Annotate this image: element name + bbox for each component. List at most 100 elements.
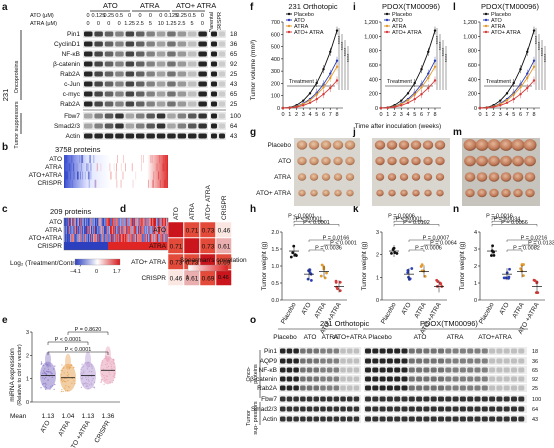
blot-band bbox=[177, 41, 187, 47]
blot-band bbox=[467, 396, 474, 402]
atra-dose-value: 10 bbox=[158, 21, 164, 27]
weight-point bbox=[492, 253, 496, 257]
blot-band bbox=[177, 91, 187, 97]
blot-band bbox=[326, 406, 333, 412]
suppressors-label: Tumor suppressors bbox=[14, 101, 20, 148]
blot-band bbox=[177, 51, 187, 57]
blot-band bbox=[452, 385, 459, 391]
weight-point bbox=[390, 252, 393, 255]
blot-band bbox=[365, 358, 371, 364]
blot-band bbox=[416, 406, 423, 412]
growth-legend: ATO+ ATRA bbox=[392, 30, 422, 36]
matrix-cell bbox=[183, 221, 200, 238]
growth-legend: ATO bbox=[392, 18, 404, 24]
panel-e: miRNA expression (Relative to ctrl or ve… bbox=[9, 327, 120, 448]
blot-kda: 43 bbox=[230, 81, 238, 88]
blot-band bbox=[177, 61, 187, 67]
blot-band bbox=[300, 396, 306, 402]
panel-c-row-ato: ATO bbox=[49, 219, 62, 226]
blot-band bbox=[136, 71, 145, 77]
blot-band bbox=[104, 113, 114, 119]
blot-band bbox=[365, 348, 371, 354]
blot-strip-crispr bbox=[210, 132, 226, 140]
panel-label-d: d bbox=[120, 204, 126, 215]
tumor-image bbox=[399, 173, 409, 181]
blot-band bbox=[379, 406, 386, 412]
blot-band bbox=[84, 81, 93, 87]
blot-band bbox=[198, 71, 207, 77]
tumor-image bbox=[374, 140, 386, 150]
weight-category: ATRA bbox=[511, 301, 526, 320]
treatment-label: Treatment bbox=[486, 79, 511, 85]
blot-band bbox=[286, 367, 293, 373]
tumor-image bbox=[398, 140, 410, 150]
growth-series bbox=[479, 30, 535, 109]
blot-band bbox=[401, 406, 408, 412]
blot-band bbox=[386, 416, 393, 422]
growth-xtick: 2 bbox=[295, 112, 298, 118]
blot-band bbox=[198, 113, 207, 119]
blot-band bbox=[326, 396, 333, 402]
blot-band bbox=[459, 358, 466, 364]
blot-band bbox=[430, 396, 437, 402]
blot-band bbox=[489, 367, 496, 373]
tumor-image bbox=[500, 172, 512, 182]
panel-label-m: m bbox=[453, 127, 462, 138]
weight-point bbox=[423, 274, 427, 278]
blot-strip-crispr bbox=[210, 100, 226, 108]
tumor-image bbox=[487, 139, 501, 151]
blot-band bbox=[306, 385, 313, 391]
tumor-image bbox=[410, 140, 422, 150]
matrix-value: 0.71 bbox=[186, 228, 199, 235]
blot-band bbox=[115, 91, 124, 97]
blot-band bbox=[146, 123, 155, 129]
blot-band bbox=[481, 396, 488, 402]
tumor-image bbox=[297, 156, 307, 166]
tumor-image bbox=[464, 172, 476, 182]
weight-point bbox=[338, 289, 342, 293]
blot-band bbox=[146, 113, 155, 119]
growth-legend: ATO bbox=[491, 18, 503, 24]
blot-kda: 18 bbox=[230, 31, 238, 38]
blot-band bbox=[416, 416, 423, 422]
blot-band bbox=[340, 376, 346, 382]
atra-dose-value: 5 bbox=[190, 21, 193, 27]
blot-band bbox=[365, 367, 371, 373]
tumor-image bbox=[346, 189, 354, 197]
blot-band bbox=[518, 396, 525, 402]
weight-point bbox=[491, 244, 494, 248]
growth-ytick: 1,000 bbox=[364, 34, 378, 40]
growth-xtick: 6 bbox=[420, 112, 423, 118]
blot-band bbox=[353, 367, 360, 373]
blot-band bbox=[511, 348, 517, 354]
blot-band bbox=[198, 31, 207, 37]
growth-ytick: 0 bbox=[375, 106, 378, 112]
weight-ylabel: Tumor weight (g) bbox=[361, 242, 368, 291]
blot-band bbox=[211, 101, 217, 107]
panel-label-h: h bbox=[250, 204, 256, 215]
blot-band bbox=[511, 396, 517, 402]
blot-band bbox=[333, 385, 340, 391]
matrix-col-label: ATRA bbox=[189, 202, 196, 220]
growth-ytick: 600 bbox=[468, 63, 477, 69]
blot-band bbox=[408, 358, 415, 364]
blot-band bbox=[459, 385, 466, 391]
blot-band bbox=[115, 123, 124, 129]
blot-band bbox=[372, 376, 379, 382]
tumor-image bbox=[525, 188, 535, 198]
blot-band bbox=[353, 406, 360, 412]
growth-legend: ATO+ ATRA bbox=[491, 30, 521, 36]
tumor-image bbox=[400, 189, 408, 197]
blot-band bbox=[503, 367, 510, 373]
blot-band bbox=[481, 358, 488, 364]
blot-label: Pin1 bbox=[67, 31, 80, 38]
growth-xtick: 8 bbox=[335, 112, 338, 118]
panel-b-title: 3758 proteins bbox=[55, 145, 101, 154]
blot-label: β-catenin bbox=[53, 61, 80, 68]
group-header-ato-atra: ATO+ ATRA bbox=[176, 1, 216, 10]
atra-dose-row: 0 0 0 0 1.25 2.5 5 10 1.25 2.5 5 0 bbox=[86, 21, 203, 27]
matrix-col-label: CRISPR bbox=[221, 195, 228, 220]
mean-value: 1.13 bbox=[82, 413, 95, 420]
blot-band bbox=[408, 385, 415, 391]
